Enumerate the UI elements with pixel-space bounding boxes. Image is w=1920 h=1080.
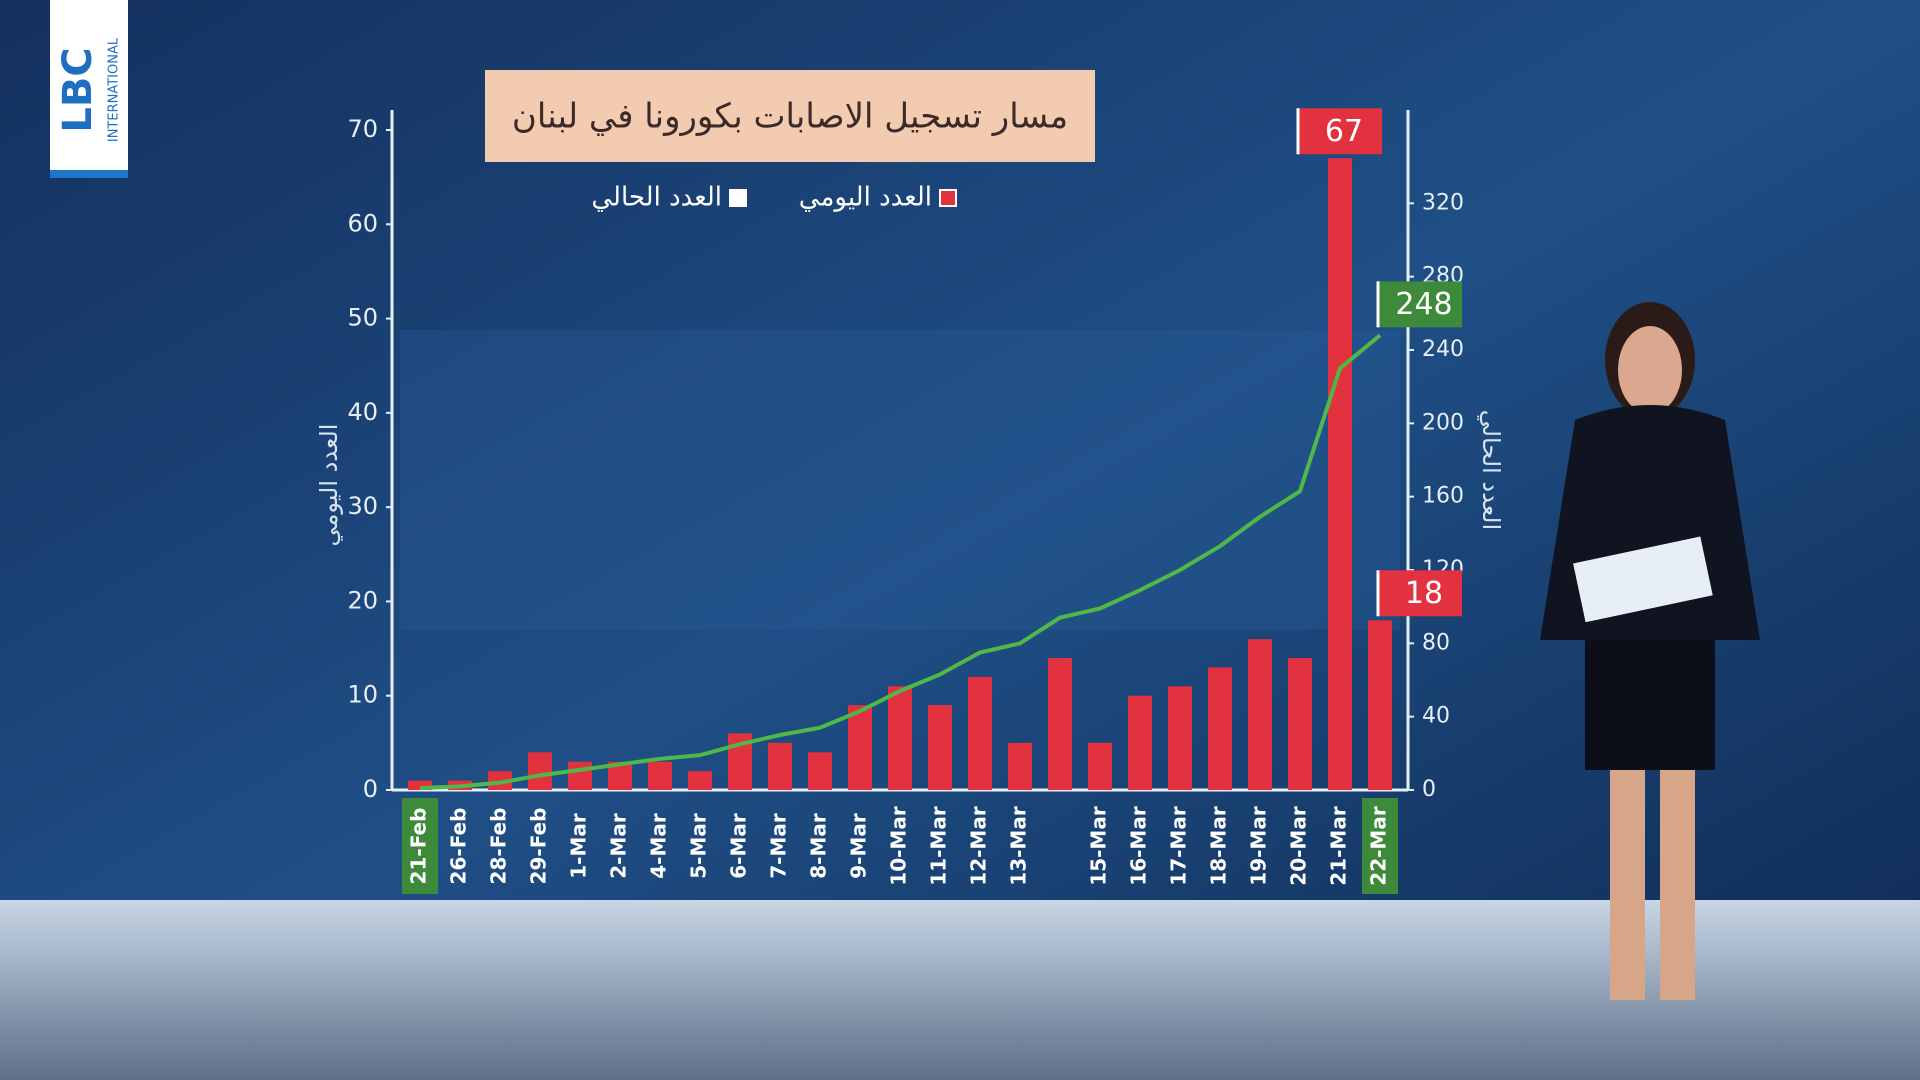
- x-tick-label: 4-Mar: [647, 813, 671, 879]
- bar: [1288, 658, 1312, 790]
- bar: [648, 761, 672, 790]
- bar: [968, 676, 992, 790]
- y2-tick-label: 160: [1422, 484, 1464, 509]
- bar: [528, 752, 552, 790]
- y2-tick-label: 200: [1422, 410, 1464, 435]
- title-box: [485, 70, 1095, 162]
- bar: [688, 771, 712, 790]
- bar: [1128, 695, 1152, 790]
- x-tick-label: 21-Feb: [407, 808, 431, 885]
- y2-tick-label: 0: [1422, 777, 1436, 802]
- x-tick-label: 7-Mar: [767, 813, 791, 879]
- presenter: [1540, 302, 1760, 1000]
- x-tick-label: 22-Mar: [1367, 806, 1391, 886]
- bar: [848, 705, 872, 790]
- x-tick-label: 15-Mar: [1087, 806, 1111, 886]
- legend-swatch: [939, 189, 957, 207]
- bar: [1248, 639, 1272, 790]
- x-tick-label: 29-Feb: [527, 808, 551, 885]
- y2-axis-title: العدد الحالي: [1477, 410, 1505, 531]
- x-tick-label: 16-Mar: [1127, 806, 1151, 886]
- value-label-box: [1378, 570, 1462, 617]
- value-label-box: [1378, 281, 1462, 328]
- legend-label: العدد اليومي: [799, 183, 932, 213]
- value-label: 18: [1405, 576, 1443, 611]
- y2-tick-label: 40: [1422, 704, 1450, 729]
- bar: [808, 752, 832, 790]
- x-tick-label: 1-Mar: [567, 813, 591, 879]
- x-tick-label: 11-Mar: [927, 806, 951, 886]
- logo-text: LBC: [55, 47, 101, 132]
- bar: [1328, 158, 1352, 791]
- legend-label: العدد الحالي: [591, 183, 722, 213]
- logo-box: [50, 0, 128, 178]
- y2-tick-label: 240: [1422, 337, 1464, 362]
- value-label: 248: [1395, 287, 1452, 322]
- x-tick-label: 20-Mar: [1287, 806, 1311, 886]
- logo-stripe: [50, 170, 128, 178]
- y-tick-label: 50: [347, 304, 378, 332]
- bar: [1168, 686, 1192, 790]
- chart-title: مسار تسجيل الاصابات بكورونا في لبنان: [512, 97, 1068, 137]
- y-tick-label: 60: [347, 209, 378, 237]
- y-tick-label: 0: [363, 775, 378, 803]
- x-tick-label: 13-Mar: [1007, 806, 1031, 886]
- value-label: 67: [1325, 114, 1363, 149]
- x-tick-label: 28-Feb: [487, 808, 511, 885]
- y-tick-label: 70: [347, 115, 378, 143]
- logo-subtext: INTERNATIONAL: [107, 37, 122, 142]
- bar: [568, 761, 592, 790]
- x-tick-label: 8-Mar: [807, 813, 831, 879]
- highlight-box: [402, 798, 438, 894]
- x-tick-label: 2-Mar: [607, 813, 631, 879]
- x-tick-label: 10-Mar: [887, 806, 911, 886]
- line: [419, 333, 1382, 791]
- y2-tick-label: 80: [1422, 630, 1450, 655]
- y-tick-label: 30: [347, 492, 378, 520]
- bar: [1088, 742, 1112, 790]
- backdrop-panel: [400, 330, 1400, 630]
- x-tick-label: 19-Mar: [1247, 806, 1271, 886]
- x-tick-label: 9-Mar: [847, 813, 871, 879]
- y-tick-label: 40: [347, 398, 378, 426]
- y-axis-title: العدد اليومي: [315, 424, 343, 547]
- bar: [768, 742, 792, 790]
- x-tick-label: 18-Mar: [1207, 806, 1231, 886]
- value-label-box: [1298, 108, 1382, 155]
- bar: [408, 780, 432, 790]
- y-tick-label: 20: [347, 586, 378, 614]
- bar: [1208, 667, 1232, 790]
- bar: [888, 686, 912, 790]
- x-tick-label: 21-Mar: [1327, 806, 1351, 886]
- highlight-box: [1362, 798, 1398, 894]
- x-tick-label: 5-Mar: [687, 813, 711, 879]
- bar: [1008, 742, 1032, 790]
- y2-tick-label: 320: [1422, 190, 1464, 215]
- bar: [488, 771, 512, 790]
- x-tick-label: 17-Mar: [1167, 806, 1191, 886]
- y-tick-label: 10: [347, 681, 378, 709]
- x-tick-label: 26-Feb: [447, 808, 471, 885]
- x-tick-label: 12-Mar: [967, 806, 991, 886]
- x-tick-label: 6-Mar: [727, 813, 751, 879]
- bar: [928, 705, 952, 790]
- legend-swatch: [729, 189, 747, 207]
- floor: [0, 900, 1920, 1080]
- bar: [1048, 658, 1072, 790]
- bar: [1368, 620, 1392, 790]
